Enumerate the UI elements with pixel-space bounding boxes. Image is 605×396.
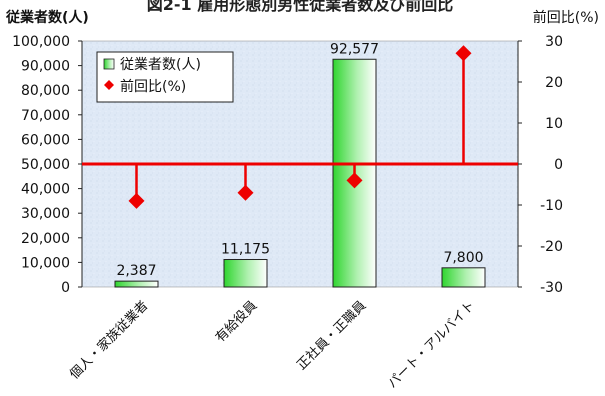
- bar-data-label: 11,175: [221, 242, 270, 258]
- left-tick-label: 90,000: [21, 59, 70, 75]
- bar-data-label: 92,577: [330, 41, 379, 57]
- category-label: 正社員・正職員: [294, 298, 370, 374]
- left-axis-title: 従業者数(人): [5, 9, 89, 26]
- stem-marker: [237, 184, 254, 201]
- right-tick-label: 30: [545, 34, 563, 50]
- bar-series: 2,387 11,175 92,577 7,800: [114, 41, 486, 288]
- category-label: 個人・家族従業者: [66, 298, 151, 383]
- bar: [114, 280, 159, 288]
- left-tick-label: 100,000: [12, 34, 70, 50]
- right-axis: -30 -20 -10 0 10 20 30: [517, 34, 563, 296]
- category-label: パート・アルバイト: [385, 298, 478, 391]
- stem-marker: [455, 45, 472, 62]
- category-label: 有給役員: [213, 298, 260, 345]
- chart-title: 図2-1 雇用形態別男性従業者数及び前回比: [147, 0, 453, 14]
- left-tick-label: 0: [61, 280, 70, 296]
- right-tick-label: -10: [540, 198, 563, 214]
- left-tick-label: 60,000: [21, 132, 70, 148]
- bar-data-label: 7,800: [443, 250, 483, 266]
- left-axis: 0 10,000 20,000 30,000 40,000 50,000 60,000 70,…: [12, 34, 83, 296]
- legend: 従業者数(人) 前回比(%): [96, 51, 234, 103]
- left-tick-label: 80,000: [21, 83, 70, 99]
- bar: [223, 259, 268, 288]
- stem-series: [128, 45, 472, 209]
- right-tick-label: -30: [540, 280, 563, 296]
- left-tick-label: 10,000: [21, 255, 70, 271]
- left-tick-label: 50,000: [21, 157, 70, 173]
- bar-data-label: 2,387: [116, 263, 156, 279]
- legend-bar-swatch: [103, 58, 115, 70]
- legend-stem-marker: [104, 80, 114, 90]
- category-labels: 個人・家族従業者 有給役員 正社員・正職員 パート・アルバイト: [66, 298, 478, 392]
- stem-marker: [128, 192, 145, 209]
- right-tick-label: -20: [540, 239, 563, 255]
- right-tick-label: 10: [545, 116, 563, 132]
- left-tick-label: 30,000: [21, 206, 70, 222]
- bar: [441, 267, 486, 288]
- right-tick-label: 0: [554, 157, 563, 173]
- legend-stem-label: 前回比(%): [120, 78, 186, 95]
- legend-bar-label: 従業者数(人): [120, 57, 201, 73]
- right-axis-title: 前回比(%): [533, 9, 599, 26]
- legend-box: [96, 51, 234, 103]
- left-tick-label: 40,000: [21, 182, 70, 198]
- stem-marker: [346, 172, 363, 189]
- left-tick-label: 20,000: [21, 231, 70, 247]
- right-tick-label: 20: [545, 75, 563, 91]
- left-tick-label: 70,000: [21, 108, 70, 124]
